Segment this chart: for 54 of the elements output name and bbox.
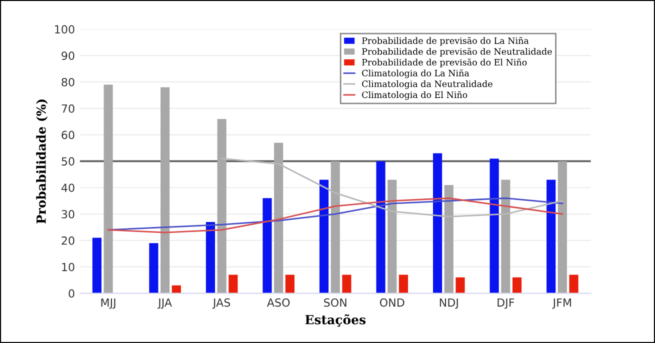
legend-label: Probabilidade de previsão de Neutralidade	[362, 48, 552, 56]
bar	[319, 180, 329, 294]
bar	[398, 274, 408, 294]
x-axis-title: Estações	[305, 314, 366, 327]
bar	[490, 158, 499, 294]
bar	[330, 161, 340, 294]
y-tick-label: 70	[62, 104, 74, 113]
x-tick-label: NDJ	[440, 298, 458, 309]
y-tick-label: 30	[62, 210, 74, 218]
y-tick-label: 60	[62, 130, 74, 140]
legend-label: Climatologia do La Niña	[362, 69, 470, 78]
y-tick-label: 20	[62, 236, 74, 245]
bar	[262, 198, 272, 294]
y-tick-label: 50	[62, 157, 74, 166]
legend-label: Climatologia da Neutralidade	[362, 80, 492, 89]
bar	[558, 161, 567, 294]
legend-label: Climatologia do El Niño	[362, 91, 468, 100]
x-tick-label: SON	[324, 298, 346, 307]
bar	[569, 274, 578, 294]
bar	[285, 274, 294, 294]
x-tick-label: MJJ	[101, 298, 116, 309]
bar	[444, 184, 454, 294]
bar	[433, 153, 442, 294]
x-tick-label: DJF	[498, 298, 514, 309]
bar	[274, 142, 284, 294]
legend-label: Probabilidade de previsão do La Niña	[362, 37, 529, 46]
y-tick-label: 0	[68, 289, 74, 298]
bar	[149, 243, 158, 294]
bar	[512, 277, 522, 294]
bar	[342, 274, 352, 294]
x-tick-label: JFM	[552, 298, 571, 309]
y-tick-label: 100	[55, 25, 74, 34]
y-tick-label: 40	[61, 184, 74, 192]
y-axis-title: Probabilidade (%)	[36, 100, 48, 224]
bar	[228, 274, 238, 294]
x-tick-label: OND	[380, 298, 404, 307]
bar	[92, 238, 102, 294]
bar	[546, 180, 556, 294]
bar	[104, 84, 113, 294]
bar	[501, 180, 510, 294]
bar	[160, 87, 170, 294]
x-tick-label: ASO	[266, 298, 290, 307]
line-series	[221, 158, 564, 218]
bar	[388, 180, 397, 294]
bar	[206, 222, 216, 294]
y-tick-label: 80	[62, 78, 74, 86]
x-tick-label: JAS	[212, 298, 230, 309]
y-tick-label: 10	[62, 262, 74, 272]
y-tick-label: 90	[62, 52, 74, 60]
bar	[217, 118, 226, 294]
bar	[456, 277, 465, 294]
legend-label: Probabilidade de previsão do El Niño	[362, 58, 527, 68]
x-tick-label: JJA	[158, 298, 172, 309]
bar	[376, 161, 386, 294]
